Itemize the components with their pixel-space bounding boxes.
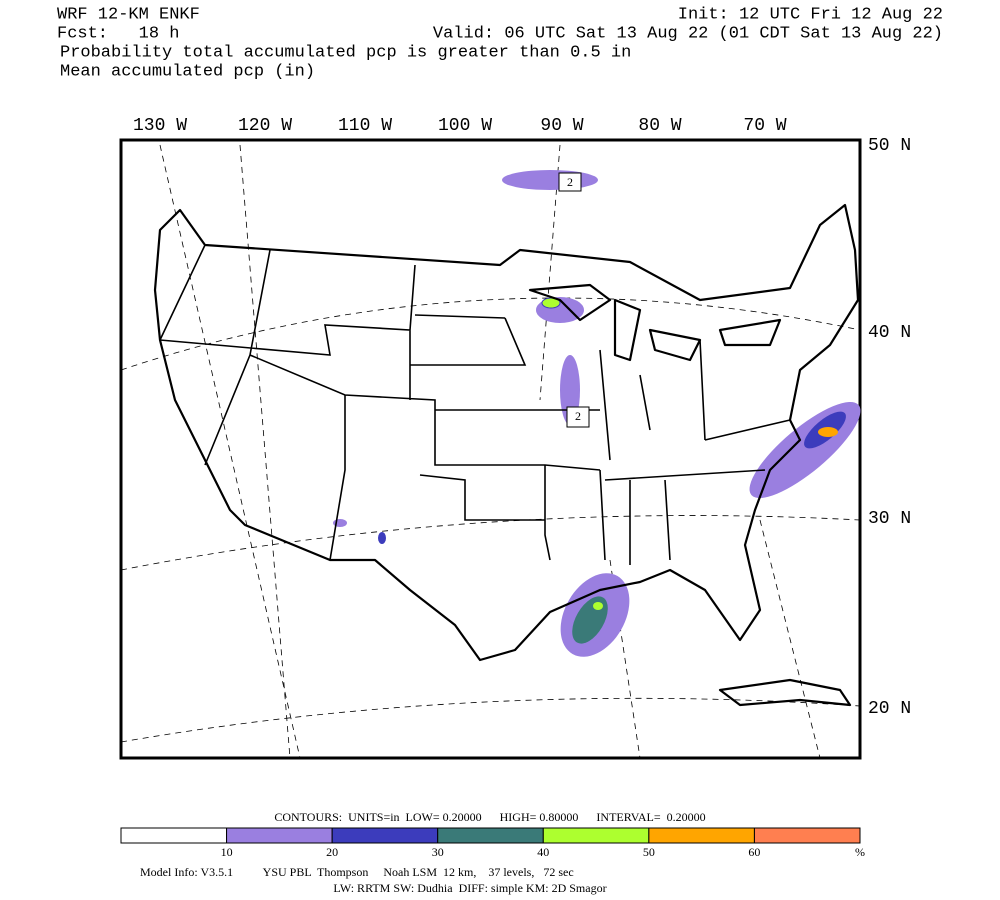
colorbar-segment: [331, 827, 439, 844]
colorbar-tick-label: 20: [326, 845, 338, 859]
latitude-label: 30 N: [868, 509, 911, 529]
field-title: Probability total accumulated pcp is gre…: [60, 43, 631, 62]
valid-time: Valid: 06 UTC Sat 13 Aug 22 (01 CDT Sat …: [433, 24, 943, 43]
longitude-label: 120 W: [238, 116, 292, 136]
latitude-label: 50 N: [868, 136, 911, 156]
longitude-label: 70 W: [743, 116, 786, 136]
graticule: [759, 519, 821, 759]
graticule: [120, 515, 861, 571]
map: 2 2: [119, 138, 862, 760]
longitude-label: 80 W: [638, 116, 681, 136]
contour-label-box: [558, 172, 582, 192]
longitude-label: 130 W: [133, 116, 187, 136]
colorbar-tick-label: 60: [748, 845, 760, 859]
latitude-label: 20 N: [868, 699, 911, 719]
graticule: [120, 297, 861, 371]
precip-area: [818, 427, 838, 437]
precip-area: [502, 170, 598, 190]
contour-info: CONTOURS: UNITS=in LOW= 0.20000 HIGH= 0.…: [274, 810, 705, 824]
colorbar-unit: %: [855, 845, 865, 859]
model-title: WRF 12-KM ENKF: [57, 5, 200, 24]
colorbar-tick-label: 10: [221, 845, 233, 859]
colorbar-segment: [437, 827, 544, 844]
colorbar-tick-label: 40: [537, 845, 549, 859]
field-title: Mean accumulated pcp (in): [60, 62, 315, 81]
colorbar-segment: [648, 827, 755, 844]
precip-area: [378, 532, 386, 544]
graticule: [120, 697, 861, 743]
colorbar-segment: [753, 827, 861, 844]
init-time: Init: 12 UTC Fri 12 Aug 22: [678, 5, 943, 24]
great-lakes: [528, 283, 782, 362]
model-info: Model Info: V3.5.1 YSU PBL Thompson Noah…: [140, 865, 574, 879]
colorbar-segment: [120, 827, 228, 844]
longitude-labels: 130 W 120 W 110 W 100 W 90 W 80 W 70 W: [133, 116, 787, 136]
forecast-hour: Fcst: 18 h: [57, 24, 179, 43]
longitude-label: 110 W: [338, 116, 392, 136]
precip-area: [593, 602, 603, 610]
latitude-label: 40 N: [868, 323, 911, 343]
latitude-labels: 50 N 40 N 30 N 20 N: [868, 136, 911, 719]
colorbar: 10 20 30 40 50 60%: [120, 827, 865, 859]
model-info: LW: RRTM SW: Dudhia DIFF: simple KM: 2D …: [333, 881, 606, 895]
contour-label: 2: [567, 175, 573, 189]
graticule: [539, 144, 561, 401]
coastline: [153, 203, 860, 662]
colorbar-tick-label: 50: [643, 845, 655, 859]
state-borders: [159, 244, 791, 565]
longitude-label: 100 W: [438, 116, 492, 136]
cuba: [718, 678, 852, 707]
contour-labels: 2 2: [558, 172, 590, 428]
map-frame: [119, 138, 862, 760]
colorbar-segment: [226, 827, 333, 844]
contour-label: 2: [575, 409, 581, 423]
longitude-label: 90 W: [540, 116, 583, 136]
contour-label-box: [566, 406, 590, 428]
colorbar-segment: [542, 827, 650, 844]
graticule: [159, 144, 301, 759]
precip-areas: [333, 170, 861, 657]
colorbar-tick-label: 30: [432, 845, 444, 859]
